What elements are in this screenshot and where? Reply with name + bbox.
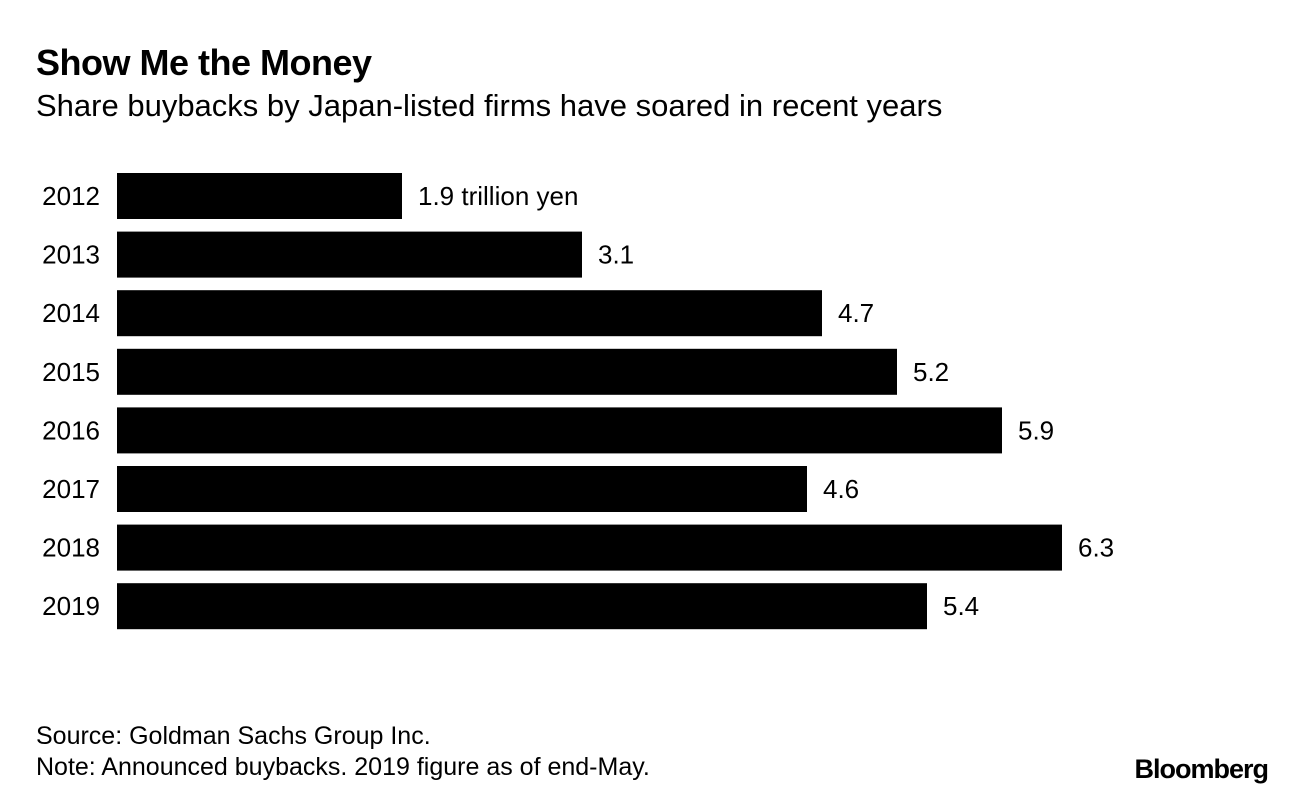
category-label-2016: 2016 [42,415,100,445]
source-note: Source: Goldman Sachs Group Inc. [36,722,431,750]
value-label-2017: 4.6 [823,474,859,504]
chart-title: Show Me the Money [36,42,372,83]
bar-chart: 2012 1.9 trillion yen 2013 3.1 2014 4.7 2015 5.… [42,173,1114,630]
bar-2017 [117,466,807,512]
value-label-2013: 3.1 [598,240,634,270]
bar-2018 [117,524,1062,571]
value-label-2015: 5.2 [913,357,949,387]
category-label-2019: 2019 [42,591,100,621]
bar-2014 [117,290,822,337]
category-label-2017: 2017 [42,474,100,504]
bar-2015 [117,348,897,395]
chart-subtitle: Share buybacks by Japan-listed firms hav… [36,88,943,123]
category-label-2015: 2015 [42,357,100,387]
category-label-2018: 2018 [42,533,100,563]
value-label-2012: 1.9 trillion yen [418,181,578,211]
value-label-2019: 5.4 [943,591,979,621]
bar-2016 [117,407,1002,454]
bar-2019 [117,583,927,630]
bloomberg-logo: Bloomberg [1134,754,1269,784]
category-label-2012: 2012 [42,181,100,211]
value-label-2016: 5.9 [1018,415,1054,445]
bar-2012 [117,173,402,219]
value-label-2014: 4.7 [838,298,874,328]
bar-2013 [117,231,582,278]
category-label-2013: 2013 [42,240,100,270]
value-label-2018: 6.3 [1078,533,1114,563]
footnote: Note: Announced buybacks. 2019 figure as… [36,753,650,781]
category-label-2014: 2014 [42,298,100,328]
